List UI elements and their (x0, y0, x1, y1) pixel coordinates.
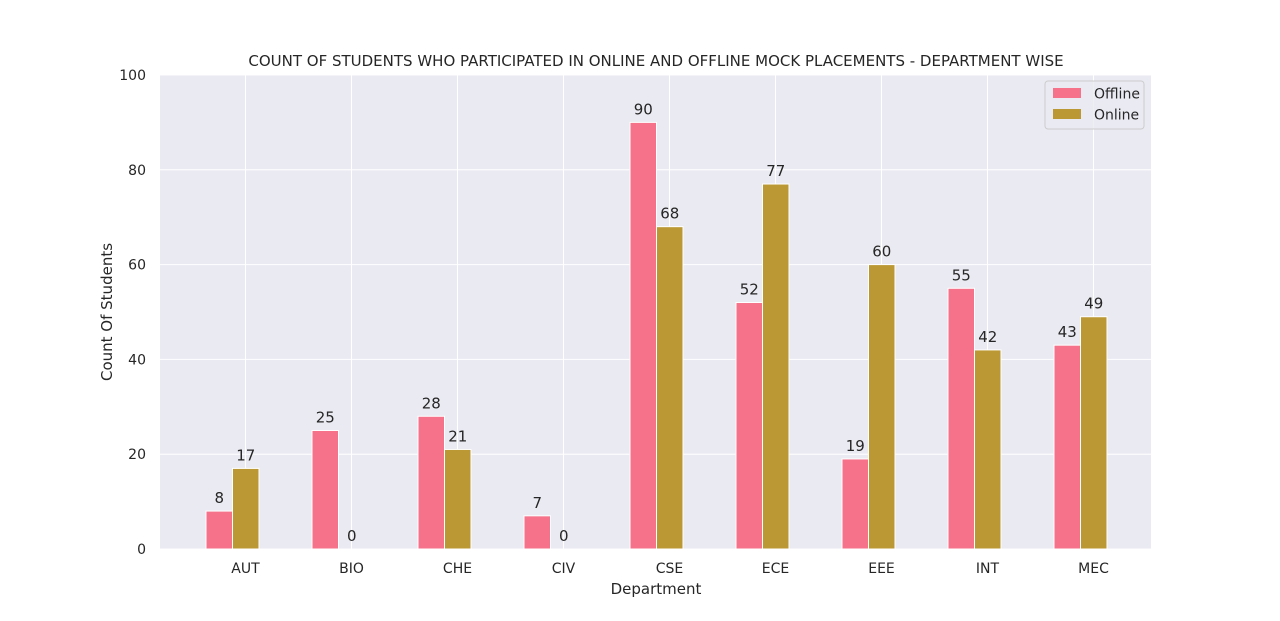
y-axis-label: Count Of Students (98, 243, 116, 381)
bar-label-offline-ece: 52 (740, 281, 759, 299)
y-tick-labels: 0 20 40 60 80 100 (119, 68, 146, 558)
bar-offline-eee (841, 458, 869, 550)
x-tick-label: CIV (552, 561, 576, 577)
y-tick-label: 60 (128, 258, 146, 274)
bar-label-offline-che: 28 (422, 394, 441, 412)
bar-online-eee (868, 264, 896, 550)
legend-label-offline: Offline (1094, 87, 1140, 103)
bar-value-labels: 8 25 28 7 90 52 19 55 43 17 0 21 0 68 77 60 42 49 (214, 100, 1103, 545)
y-tick-label: 20 (128, 447, 146, 463)
bar-label-online-civ: 0 (559, 527, 569, 545)
bar-offline-mec (1053, 344, 1081, 550)
bar-online-che (444, 448, 472, 550)
bar-online-mec (1080, 316, 1108, 550)
bar-offline-cse (629, 121, 657, 550)
bar-offline-bio (311, 430, 339, 550)
bar-online-int (974, 349, 1002, 550)
x-tick-label: ECE (762, 561, 789, 577)
x-tick-label: BIO (339, 561, 364, 577)
bar-label-online-mec: 49 (1084, 295, 1103, 313)
y-tick-label: 80 (128, 163, 146, 179)
legend-swatch-offline (1053, 88, 1081, 98)
bar-offline-civ (523, 515, 551, 550)
y-tick-label: 40 (128, 352, 146, 368)
bar-online-cse (656, 226, 684, 550)
x-tick-label: INT (976, 561, 1000, 577)
bar-label-offline-civ: 7 (532, 494, 542, 512)
bar-label-offline-aut: 8 (214, 489, 224, 507)
bar-label-offline-eee: 19 (846, 437, 865, 455)
y-tick-label: 100 (119, 68, 146, 84)
bar-online-aut (232, 467, 260, 550)
x-tick-label: MEC (1078, 561, 1109, 577)
bar-label-offline-mec: 43 (1058, 323, 1077, 341)
x-tick-labels: AUT BIO CHE CIV CSE ECE EEE INT MEC (231, 561, 1109, 577)
legend: Offline Online (1044, 80, 1145, 130)
chart-title: COUNT OF STUDENTS WHO PARTICIPATED IN ON… (248, 52, 1063, 70)
bar-offline-int (947, 287, 975, 550)
bar-label-offline-cse: 90 (634, 100, 653, 118)
bar-label-online-eee: 60 (872, 243, 891, 261)
bar-label-offline-int: 55 (952, 266, 971, 284)
x-tick-label: CHE (443, 561, 472, 577)
bar-offline-ece (735, 302, 763, 550)
bar-label-online-aut: 17 (236, 446, 255, 464)
bar-label-online-int: 42 (978, 328, 997, 346)
y-tick-label: 0 (137, 542, 146, 558)
x-axis-label: Department (611, 580, 702, 598)
x-tick-label: AUT (231, 561, 260, 577)
bar-label-online-cse: 68 (660, 205, 679, 223)
bar-label-online-che: 21 (448, 427, 467, 445)
bar-offline-che (417, 415, 445, 550)
bar-offline-aut (205, 510, 233, 550)
bar-label-online-ece: 77 (766, 162, 785, 180)
bar-label-online-bio: 0 (347, 527, 357, 545)
legend-label-online: Online (1094, 108, 1139, 124)
x-tick-label: EEE (868, 561, 895, 577)
bar-label-offline-bio: 25 (316, 409, 335, 427)
x-tick-label: CSE (656, 561, 684, 577)
bar-online-ece (762, 183, 790, 550)
bars (205, 121, 1108, 550)
legend-swatch-online (1053, 109, 1081, 119)
